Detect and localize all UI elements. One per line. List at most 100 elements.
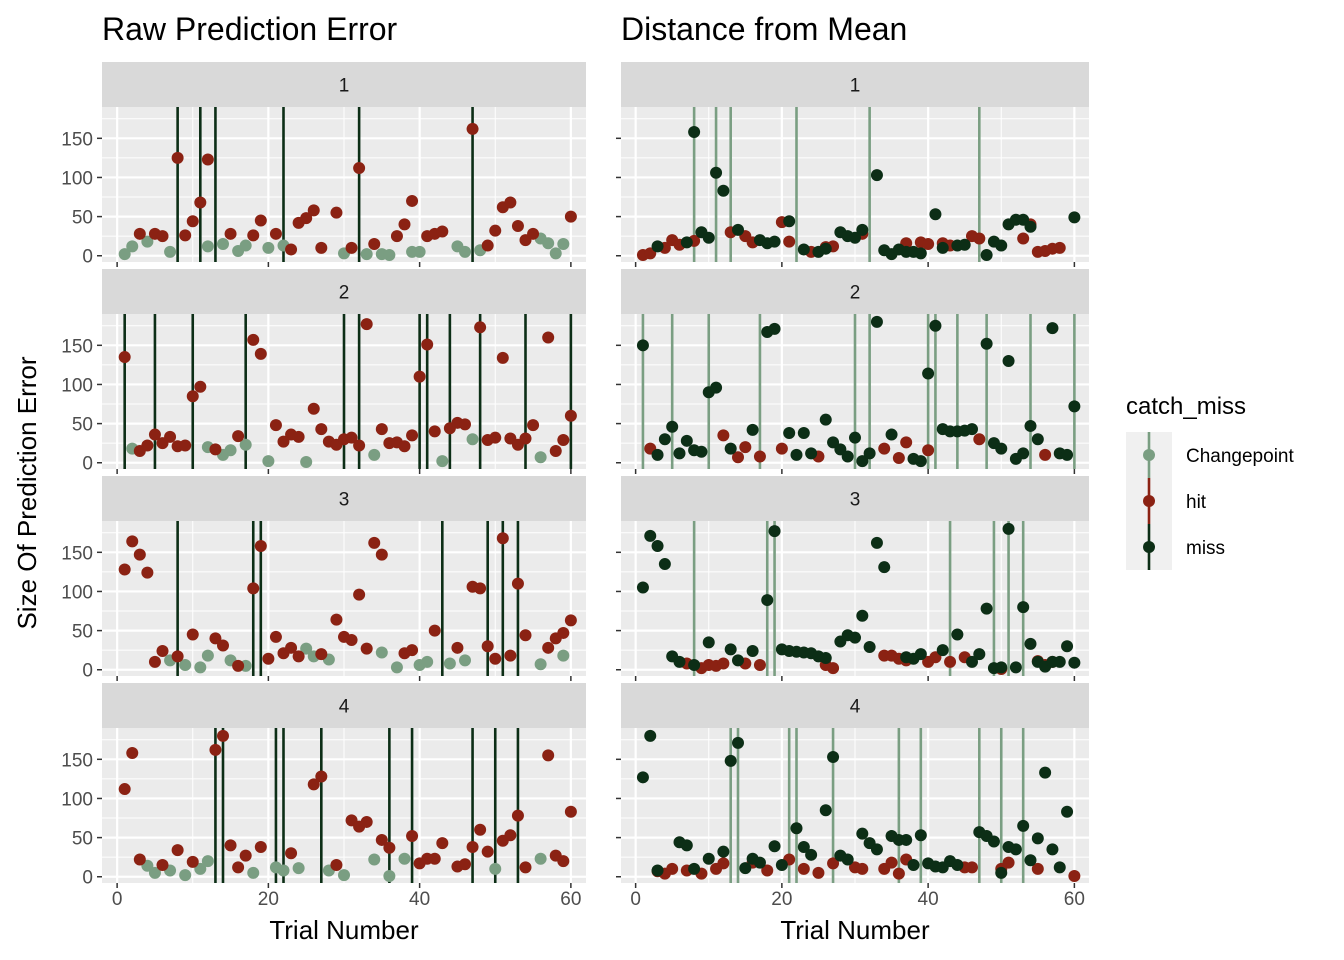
legend-key-point xyxy=(1143,541,1155,553)
point-hit xyxy=(179,439,192,452)
point-miss xyxy=(1009,843,1022,856)
point-changepoint xyxy=(262,455,275,468)
y-tick-label: 150 xyxy=(61,129,93,150)
legend-label-hit: hit xyxy=(1186,492,1207,513)
point-hit xyxy=(383,841,396,854)
point-hit xyxy=(254,540,267,553)
point-hit xyxy=(406,194,419,207)
point-hit xyxy=(856,862,869,875)
point-hit xyxy=(171,151,184,164)
point-miss xyxy=(870,843,883,856)
point-miss xyxy=(951,858,964,871)
point-hit xyxy=(360,642,373,655)
point-hit xyxy=(390,230,403,243)
point-hit xyxy=(262,652,275,665)
point-hit xyxy=(224,227,237,240)
point-changepoint xyxy=(398,852,411,865)
point-hit xyxy=(973,232,986,245)
point-miss xyxy=(900,833,913,846)
point-hit xyxy=(292,430,305,443)
point-hit xyxy=(973,433,986,446)
y-tick-label: 100 xyxy=(61,375,93,396)
point-miss xyxy=(980,602,993,615)
point-hit xyxy=(307,402,320,415)
point-miss xyxy=(636,581,649,594)
point-hit xyxy=(156,644,169,657)
point-hit xyxy=(345,431,358,444)
point-miss xyxy=(688,862,701,875)
point-changepoint xyxy=(375,646,388,659)
point-hit xyxy=(277,435,290,448)
point-miss xyxy=(1061,805,1074,818)
point-hit xyxy=(504,829,517,842)
point-hit xyxy=(292,650,305,663)
point-hit xyxy=(194,380,207,393)
legend-key-point xyxy=(1143,449,1155,461)
point-changepoint xyxy=(360,248,373,261)
point-hit xyxy=(504,649,517,662)
point-hit xyxy=(285,243,298,256)
point-hit xyxy=(557,855,570,868)
point-hit xyxy=(761,864,774,877)
point-miss xyxy=(768,525,781,538)
point-hit xyxy=(557,434,570,447)
point-hit xyxy=(900,436,913,449)
point-hit xyxy=(1068,869,1081,882)
point-hit xyxy=(315,648,328,661)
point-hit xyxy=(247,229,260,242)
point-hit xyxy=(542,641,555,654)
point-miss xyxy=(732,223,744,236)
point-miss xyxy=(914,829,927,842)
point-hit xyxy=(564,210,577,223)
point-hit xyxy=(812,866,825,879)
point-hit xyxy=(1017,232,1030,245)
point-miss xyxy=(702,852,715,865)
point-hit xyxy=(878,442,891,455)
point-miss xyxy=(658,433,671,446)
point-hit xyxy=(542,749,555,762)
point-miss xyxy=(717,845,730,858)
point-hit xyxy=(519,861,532,874)
point-changepoint xyxy=(390,661,403,674)
point-hit xyxy=(353,588,366,601)
point-changepoint xyxy=(148,866,161,879)
point-miss xyxy=(636,771,649,784)
col1-panel-1-strip-label: 1 xyxy=(339,76,350,97)
point-miss xyxy=(658,558,671,571)
point-hit xyxy=(474,823,487,836)
point-miss xyxy=(980,248,993,261)
point-hit xyxy=(413,370,426,383)
point-miss xyxy=(819,651,832,664)
point-miss xyxy=(1061,640,1074,653)
point-hit xyxy=(148,655,161,668)
point-hit xyxy=(406,429,419,442)
point-miss xyxy=(1017,601,1030,614)
point-miss xyxy=(783,215,796,228)
point-hit xyxy=(827,662,840,675)
point-miss xyxy=(651,240,664,253)
point-miss xyxy=(958,238,971,251)
legend-key-point xyxy=(1143,495,1155,507)
point-miss xyxy=(1046,322,1059,335)
point-hit xyxy=(511,219,524,232)
point-hit xyxy=(186,215,199,228)
point-hit xyxy=(269,419,282,432)
x-tick-label: 0 xyxy=(630,889,641,910)
point-changepoint xyxy=(179,659,192,672)
point-changepoint xyxy=(300,642,313,655)
point-changepoint xyxy=(118,248,131,261)
col1-panel-4-strip xyxy=(102,683,586,728)
point-miss xyxy=(732,736,744,749)
point-hit xyxy=(156,230,169,243)
point-hit xyxy=(368,536,381,549)
col1-panel-2-strip-label: 2 xyxy=(339,283,350,304)
point-miss xyxy=(1009,661,1022,674)
point-hit xyxy=(519,432,532,445)
point-changepoint xyxy=(534,451,547,464)
point-hit xyxy=(459,858,471,871)
point-miss xyxy=(863,641,876,654)
point-changepoint xyxy=(383,248,396,261)
point-miss xyxy=(863,447,876,460)
point-hit xyxy=(209,443,222,456)
point-hit xyxy=(353,162,366,175)
